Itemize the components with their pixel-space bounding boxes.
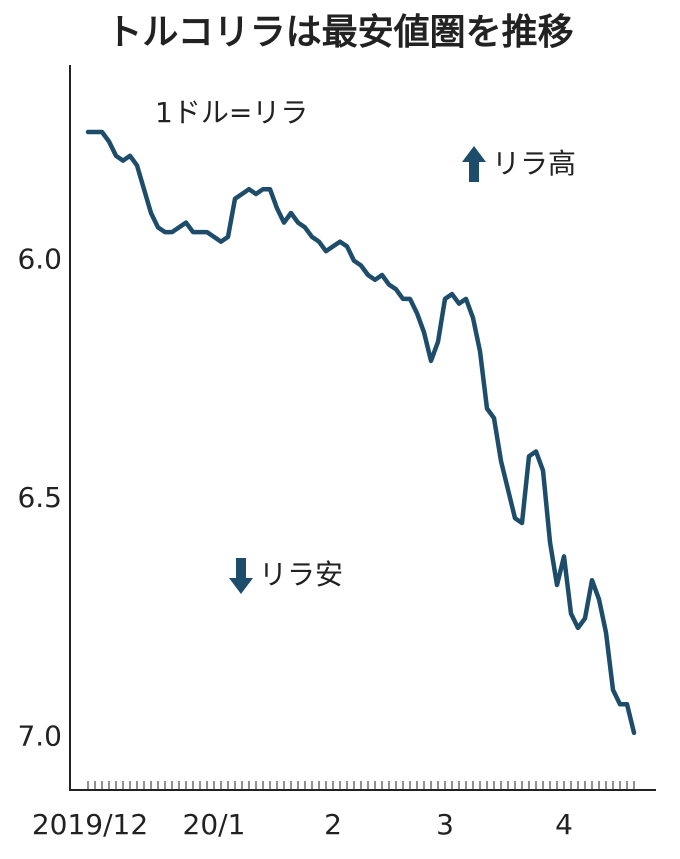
up-arrow [462,146,486,182]
line [85,129,637,736]
unit-label: 1ドル=リラ [155,96,308,129]
y-tick-label: 6.0 [17,243,62,276]
x-tick-label: 3 [436,808,454,841]
x-tick-label: 20/1 [183,808,246,841]
x-tick-label: 4 [555,808,573,841]
annotation: リラ高 [492,147,576,180]
x-tick-label: 2 [324,808,342,841]
down-arrow [229,558,253,594]
x-tick-label: 2019/12 [32,808,148,841]
y-tick-label: 6.5 [17,481,62,514]
chart-title: トルコリラは最安値圏を推移 [106,12,573,53]
y-tick-label: 7.0 [17,720,62,753]
annotation: リラ安 [259,558,343,591]
